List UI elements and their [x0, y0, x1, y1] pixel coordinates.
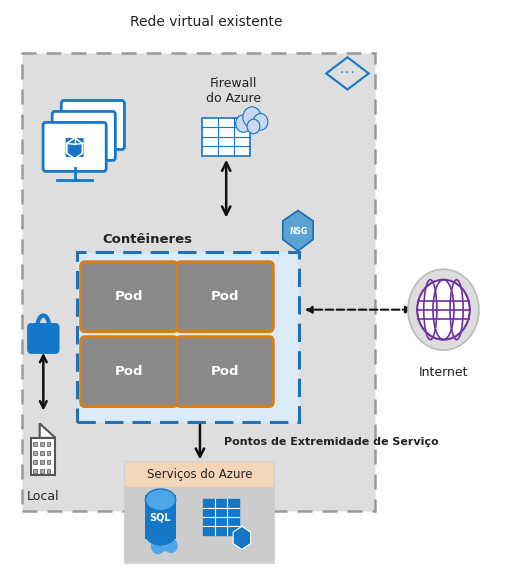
Text: Pod: Pod	[115, 290, 143, 303]
Bar	[34, 451, 37, 455]
Bar	[40, 442, 44, 446]
Circle shape	[408, 269, 479, 350]
FancyBboxPatch shape	[81, 337, 177, 406]
Bar	[31, 438, 55, 475]
Text: Firewall
do Azure: Firewall do Azure	[206, 76, 261, 105]
Text: Contêineres: Contêineres	[103, 233, 193, 246]
FancyBboxPatch shape	[61, 101, 124, 149]
Text: Local: Local	[27, 490, 59, 503]
Bar	[40, 468, 44, 472]
Circle shape	[165, 538, 178, 553]
Text: ···: ···	[339, 68, 356, 78]
Text: Pontos de Extremidade de Serviço: Pontos de Extremidade de Serviço	[224, 437, 438, 447]
Circle shape	[156, 532, 173, 551]
FancyBboxPatch shape	[177, 337, 273, 406]
Bar	[202, 118, 250, 156]
Polygon shape	[40, 423, 55, 438]
Bar	[34, 442, 37, 446]
Circle shape	[253, 113, 268, 130]
Text: Serviços do Azure: Serviços do Azure	[147, 468, 252, 481]
Circle shape	[243, 107, 261, 127]
Text: NSG: NSG	[289, 227, 307, 236]
FancyBboxPatch shape	[43, 122, 106, 171]
Circle shape	[247, 119, 260, 134]
Bar	[47, 460, 50, 464]
Polygon shape	[283, 211, 313, 251]
FancyBboxPatch shape	[22, 53, 375, 511]
Bar	[34, 468, 37, 472]
Bar	[47, 451, 50, 455]
Bar	[47, 442, 50, 446]
FancyBboxPatch shape	[81, 262, 177, 332]
Text: Pod: Pod	[115, 365, 143, 378]
Text: Pod: Pod	[211, 290, 239, 303]
FancyBboxPatch shape	[52, 111, 115, 160]
FancyBboxPatch shape	[177, 262, 273, 332]
Bar	[47, 468, 50, 472]
Text: SQL: SQL	[150, 512, 171, 522]
FancyBboxPatch shape	[28, 324, 58, 353]
Bar	[34, 460, 37, 464]
Text: Pod: Pod	[211, 365, 239, 378]
Circle shape	[236, 115, 251, 133]
Circle shape	[151, 538, 165, 554]
Bar	[203, 499, 239, 535]
Bar	[145, 496, 176, 538]
FancyBboxPatch shape	[125, 463, 274, 486]
Text: Rede virtual existente: Rede virtual existente	[130, 14, 282, 28]
Circle shape	[417, 280, 470, 340]
FancyBboxPatch shape	[65, 137, 85, 158]
Bar	[40, 451, 44, 455]
Ellipse shape	[145, 489, 176, 511]
FancyBboxPatch shape	[77, 252, 300, 422]
Text: Internet: Internet	[419, 367, 468, 379]
Polygon shape	[233, 526, 250, 549]
Ellipse shape	[145, 523, 176, 545]
Bar	[40, 460, 44, 464]
FancyBboxPatch shape	[125, 463, 274, 563]
